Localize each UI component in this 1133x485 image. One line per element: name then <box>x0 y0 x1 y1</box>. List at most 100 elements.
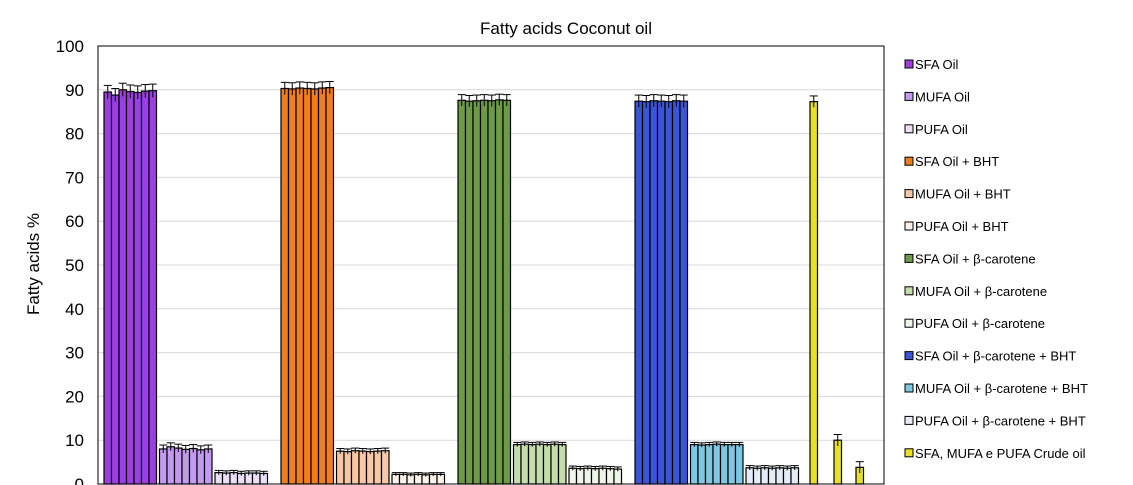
bar <box>181 448 191 485</box>
legend-entry: SFA Oil + β-carotene <box>915 251 1036 266</box>
bar <box>110 94 120 485</box>
bar <box>734 443 744 485</box>
bar <box>550 443 560 485</box>
y-tick-label: 80 <box>65 125 84 144</box>
bar <box>697 444 707 485</box>
bar <box>605 468 615 485</box>
bar <box>752 467 762 485</box>
legend-swatch <box>904 221 914 231</box>
bars <box>103 87 865 485</box>
legend-swatch <box>904 351 914 361</box>
legend-swatch <box>904 253 914 263</box>
axes <box>97 45 885 485</box>
bar <box>727 443 737 485</box>
y-axis-label: Fatty acids % <box>24 213 43 315</box>
legend-swatch <box>904 318 914 328</box>
chart-title: Fatty acids Coconut oil <box>480 19 652 38</box>
bar <box>457 99 467 485</box>
bar <box>287 88 297 485</box>
bar <box>464 100 474 485</box>
bar <box>380 450 390 485</box>
plot-frame <box>97 45 885 485</box>
bar <box>373 450 383 485</box>
bar <box>649 100 659 485</box>
y-tick-label: 10 <box>65 431 84 450</box>
bar <box>302 87 312 485</box>
y-tick-label: 0 <box>75 475 84 485</box>
legend-entry: MUFA Oil + β-carotene + BHT <box>915 381 1088 396</box>
bar <box>833 439 843 485</box>
bar <box>358 450 368 485</box>
error-bars <box>103 80 864 477</box>
y-tick-label: 30 <box>65 344 84 363</box>
y-tick-label: 90 <box>65 81 84 100</box>
bar <box>343 450 353 485</box>
legend-entry: SFA Oil + β-carotene + BHT <box>915 349 1076 364</box>
bar <box>634 100 644 485</box>
legend-swatch <box>904 383 914 393</box>
bar <box>527 443 537 485</box>
legend-entry: PUFA Oil + BHT <box>915 219 1009 234</box>
y-tick-label: 60 <box>65 212 84 231</box>
bar <box>310 88 320 485</box>
bar <box>656 100 666 485</box>
bar <box>196 449 206 485</box>
legend-entry: PUFA Oil <box>915 122 968 137</box>
bar <box>125 90 135 485</box>
bar <box>148 90 158 485</box>
bar <box>575 468 585 485</box>
bar <box>782 467 792 485</box>
bar <box>103 91 113 485</box>
bar <box>350 450 360 485</box>
bar <box>557 443 567 485</box>
legend-swatch <box>904 91 914 101</box>
legend-swatch <box>904 59 914 69</box>
bar <box>158 448 168 485</box>
bar <box>671 100 681 485</box>
bar <box>590 468 600 485</box>
bar <box>487 100 497 485</box>
bar <box>472 100 482 485</box>
legend-swatch <box>904 189 914 199</box>
bar <box>598 467 608 485</box>
legend-entry: SFA Oil + BHT <box>915 154 999 169</box>
legend-entry: MUFA Oil + β-carotene <box>915 284 1047 299</box>
bar <box>335 450 345 485</box>
legend-entry: SFA, MUFA e PUFA Crude oil <box>915 446 1086 461</box>
legend: SFA Oil MUFA Oil PUFA Oil SFA Oil + BHT MUFA… <box>904 57 1088 461</box>
bar <box>760 467 770 485</box>
bar <box>767 467 777 485</box>
bar <box>712 443 722 485</box>
bar <box>118 89 128 485</box>
bar <box>280 87 290 485</box>
y-tick-label: 20 <box>65 387 84 406</box>
y-tick-labels: 0 10 20 30 40 50 60 70 80 90 100 <box>56 37 84 485</box>
bar <box>325 87 335 485</box>
bar <box>719 443 729 485</box>
legend-swatch <box>904 448 914 458</box>
bar <box>679 100 689 485</box>
legend-entry: SFA Oil <box>915 57 958 72</box>
bar <box>535 443 545 485</box>
bar <box>583 467 593 485</box>
bar <box>520 443 530 485</box>
bar <box>173 447 183 485</box>
bar <box>704 443 714 485</box>
y-tick-label: 70 <box>65 168 84 187</box>
bar <box>512 443 522 485</box>
legend-entry: MUFA Oil + BHT <box>915 187 1011 202</box>
bar <box>494 99 504 485</box>
bar <box>745 467 755 485</box>
bar <box>641 101 651 485</box>
bar <box>133 91 143 485</box>
bar <box>502 99 512 485</box>
legend-entry: PUFA Oil + β-carotene + BHT <box>915 413 1086 428</box>
y-tick-label: 100 <box>56 37 84 56</box>
bar <box>479 99 489 485</box>
bar <box>790 467 800 485</box>
bar <box>613 468 623 485</box>
legend-entry: PUFA Oil + β-carotene <box>915 316 1045 331</box>
bar <box>568 467 578 485</box>
bar <box>664 101 674 485</box>
